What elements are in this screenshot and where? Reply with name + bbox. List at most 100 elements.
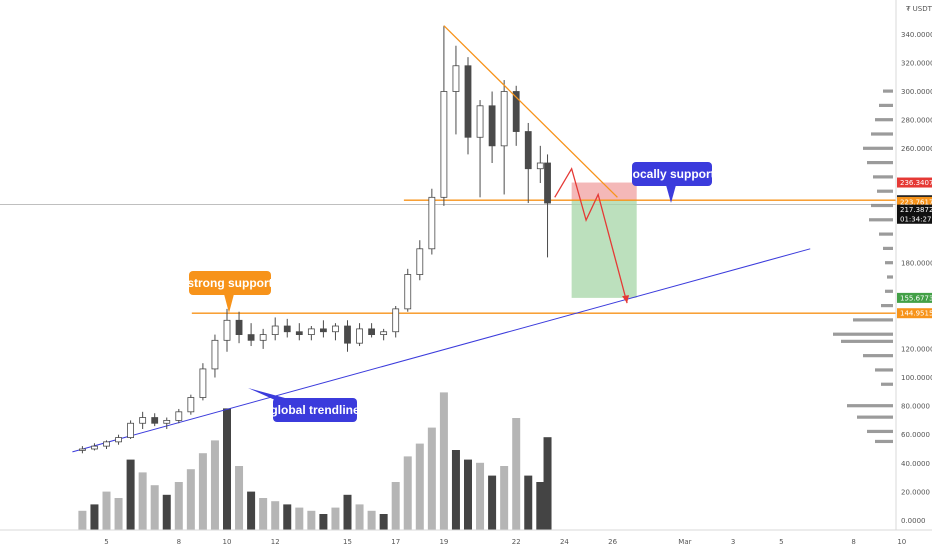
volume-bar bbox=[451, 450, 460, 530]
descending-resistance-line bbox=[443, 25, 618, 198]
volume-bar bbox=[223, 408, 231, 530]
volume-bars bbox=[78, 392, 552, 530]
profile-bar bbox=[863, 354, 893, 358]
volume-bar bbox=[524, 475, 533, 530]
volume-bar bbox=[379, 514, 388, 530]
strong-support-callout-pointer bbox=[224, 294, 234, 313]
volume-bar bbox=[415, 443, 424, 530]
volume-bar bbox=[102, 491, 111, 530]
candle-body bbox=[464, 65, 472, 138]
y-tick-label: 320.0000 bbox=[901, 59, 932, 67]
price-tag-label: 155.6773 bbox=[900, 294, 932, 302]
volume-bar bbox=[307, 510, 316, 530]
y-tick-label: 80.0000 bbox=[901, 403, 930, 411]
candle-body bbox=[332, 325, 339, 333]
profile-bar bbox=[883, 89, 893, 93]
strong-support-callout-text: strong support bbox=[187, 276, 272, 290]
profile-bar bbox=[875, 118, 893, 122]
candle-body bbox=[103, 441, 110, 447]
drawings bbox=[443, 25, 630, 304]
candle-body bbox=[404, 274, 412, 310]
volume-bar bbox=[162, 494, 171, 530]
profile-bar bbox=[877, 189, 893, 193]
profile-bar bbox=[869, 218, 893, 222]
volume-bar bbox=[295, 507, 304, 530]
x-tick-label: 22 bbox=[512, 538, 521, 546]
global-trendline bbox=[72, 248, 811, 453]
x-tick-label: 8 bbox=[851, 538, 855, 546]
candle-body bbox=[235, 319, 243, 335]
candle-body bbox=[307, 328, 315, 336]
x-tick-label: 5 bbox=[779, 538, 783, 546]
profile-bar bbox=[847, 404, 893, 408]
x-tick-label: 10 bbox=[897, 538, 906, 546]
price-tag bbox=[897, 177, 932, 188]
candle-body bbox=[79, 448, 86, 451]
volume-bar bbox=[403, 456, 412, 530]
profile-bar bbox=[857, 415, 893, 419]
candle-body bbox=[199, 368, 207, 398]
candle-body bbox=[187, 397, 195, 413]
locally-support-callout-box bbox=[632, 162, 712, 186]
volume-bar bbox=[271, 501, 280, 530]
candle-body bbox=[500, 91, 508, 147]
y-tick-label: 340.0000 bbox=[901, 31, 932, 39]
price-tag-label: 223.7617 bbox=[900, 198, 932, 206]
profile-bar bbox=[863, 146, 893, 150]
projection-arrow-head bbox=[622, 295, 630, 304]
volume-bar bbox=[367, 510, 376, 530]
candle-body bbox=[115, 437, 122, 443]
x-tick-label: 19 bbox=[439, 538, 448, 546]
volume-bar bbox=[126, 459, 135, 530]
candle-body bbox=[440, 91, 448, 198]
volume-bar bbox=[235, 466, 244, 530]
y-tick-label: 0.0000 bbox=[901, 517, 926, 525]
candle-body bbox=[91, 445, 98, 450]
y-tick-label: 40.0000 bbox=[901, 460, 930, 468]
global-trendline-callout-box bbox=[273, 398, 357, 422]
strong-support-callout-box bbox=[189, 271, 271, 295]
volume-bar bbox=[90, 504, 99, 530]
candle-body bbox=[416, 248, 424, 275]
volume-bar bbox=[536, 482, 545, 530]
volume-bar bbox=[186, 469, 195, 530]
volume-bar bbox=[464, 459, 472, 530]
candle-body bbox=[319, 328, 327, 333]
volume-bar bbox=[210, 440, 219, 530]
price-tag-label: 236.3407 bbox=[900, 179, 932, 187]
candle-body bbox=[127, 422, 134, 438]
volume-bar bbox=[319, 514, 328, 530]
volume-bar bbox=[138, 472, 147, 530]
candles bbox=[79, 25, 551, 454]
profile-bar bbox=[867, 429, 893, 434]
x-tick-label: 24 bbox=[560, 538, 569, 546]
candle-body bbox=[163, 419, 171, 424]
price-tag-label: 144.9515 bbox=[900, 310, 932, 318]
candle-body bbox=[512, 91, 520, 132]
locally-support-callout-text: locally support bbox=[629, 167, 714, 181]
volume-bar bbox=[78, 510, 87, 530]
volume-bar bbox=[543, 437, 552, 530]
profile-bar bbox=[875, 439, 893, 444]
x-tick-label: 17 bbox=[391, 538, 400, 546]
volume-bar bbox=[150, 485, 159, 530]
candle-body bbox=[536, 162, 544, 170]
candle-body bbox=[476, 105, 484, 138]
price-tag bbox=[897, 204, 932, 215]
profile-bar bbox=[883, 246, 893, 250]
volume-bar bbox=[439, 392, 448, 530]
x-tick-label: 3 bbox=[731, 538, 735, 546]
y-tick-label: 280.0000 bbox=[901, 117, 932, 125]
y-tick-label: 60.0000 bbox=[901, 431, 930, 439]
profile-bar bbox=[879, 232, 893, 236]
candle-body bbox=[247, 334, 255, 341]
x-tick-label: 12 bbox=[271, 538, 280, 546]
x-tick-label: 15 bbox=[343, 538, 352, 546]
candle-body bbox=[175, 411, 183, 421]
global-trendline-callout-pointer bbox=[248, 388, 285, 400]
volume-bar bbox=[259, 498, 268, 530]
profile-bar bbox=[881, 382, 893, 386]
candle-body bbox=[544, 162, 551, 204]
candle-body bbox=[283, 325, 291, 333]
